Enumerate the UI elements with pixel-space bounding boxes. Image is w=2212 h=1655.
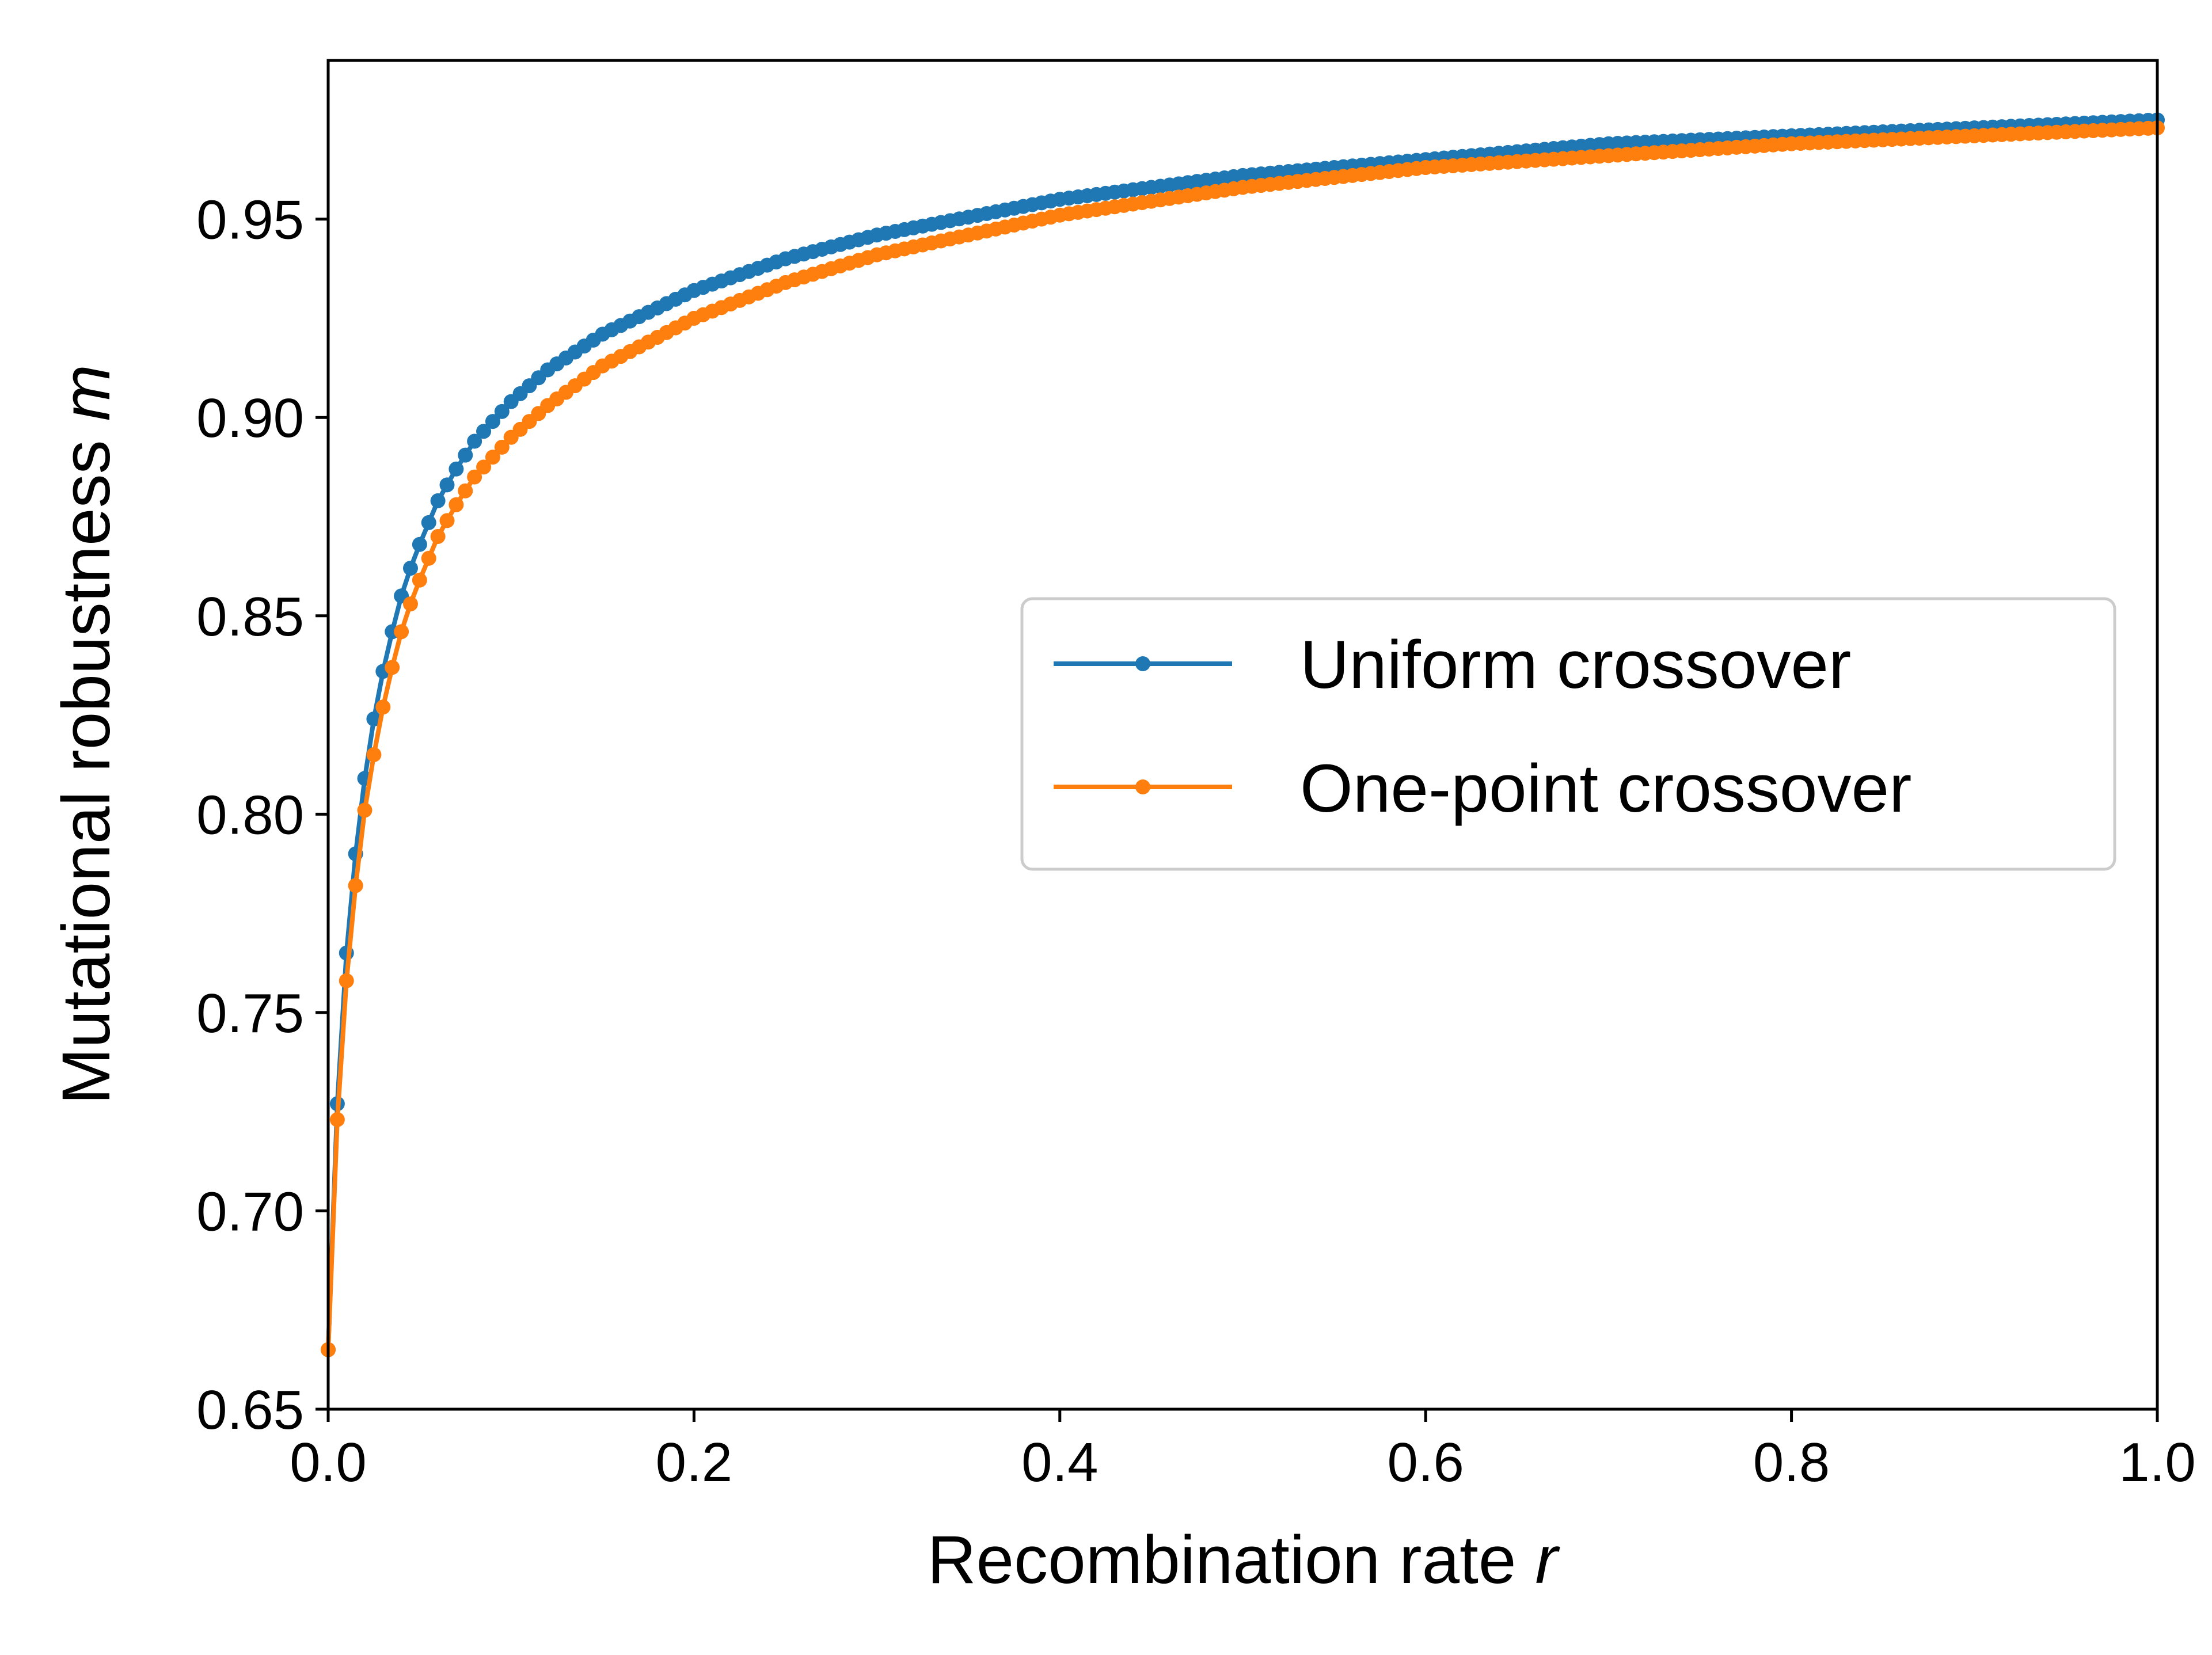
data-point: [476, 424, 492, 439]
data-point: [449, 497, 464, 512]
x-tick-label: 1.0: [2119, 1432, 2195, 1493]
y-tick-label: 0.80: [196, 784, 304, 846]
x-axis-label-variable: r: [1535, 1522, 1560, 1598]
series-uniform-crossover: [321, 112, 2165, 1357]
data-point: [458, 483, 473, 499]
x-tick-label: 0.0: [290, 1432, 366, 1493]
x-axis-label-text: Recombination rate: [927, 1522, 1516, 1598]
y-tick-label: 0.75: [196, 983, 304, 1044]
y-axis-label-variable: m: [48, 364, 124, 421]
data-point: [421, 550, 436, 566]
legend-uniform-label: Uniform crossover: [1300, 627, 1851, 703]
legend: Uniform crossover One-point crossover: [1020, 597, 2116, 871]
data-point: [458, 447, 473, 463]
legend-onepoint-label: One-point crossover: [1300, 751, 1911, 827]
y-tick-label: 0.95: [196, 189, 304, 251]
data-point: [421, 515, 436, 530]
data-point: [357, 802, 373, 818]
data-point: [467, 469, 482, 485]
data-point: [494, 404, 510, 419]
x-axis-label: Recombination rate r: [927, 1522, 1560, 1598]
x-tick-label: 0.8: [1753, 1432, 1830, 1493]
data-point: [348, 878, 363, 893]
x-axis: 0.0 0.2 0.4 0.6 0.8 1.0: [290, 1409, 2196, 1493]
data-point: [366, 711, 382, 726]
data-point: [402, 561, 418, 576]
data-point: [385, 660, 400, 675]
data-point: [375, 699, 391, 715]
x-tick-label: 0.4: [1021, 1432, 1098, 1493]
data-point: [412, 572, 427, 588]
data-point: [412, 537, 427, 552]
data-point: [402, 596, 418, 612]
y-axis: 0.65 0.70 0.75 0.80 0.85 0.90 0.95: [196, 189, 328, 1441]
y-axis-label-text: Mutational robustness: [48, 440, 124, 1104]
legend-onepoint-marker: [1135, 779, 1150, 794]
y-tick-label: 0.85: [196, 586, 304, 648]
y-tick-label: 0.90: [196, 387, 304, 449]
data-point: [394, 624, 409, 640]
data-point: [329, 1112, 345, 1127]
data-point: [485, 414, 500, 429]
series-one-point-crossover: [321, 120, 2165, 1357]
data-point: [430, 493, 446, 508]
series-layer: [321, 112, 2165, 1357]
data-point: [476, 459, 492, 475]
data-point: [494, 439, 510, 455]
data-point: [449, 461, 464, 477]
data-point: [339, 973, 354, 988]
data-point: [439, 513, 455, 528]
x-tick-label: 0.2: [656, 1432, 732, 1493]
y-tick-label: 0.70: [196, 1181, 304, 1242]
plot-frame: [326, 59, 2159, 1411]
y-axis-label: Mutational robustness m: [48, 364, 124, 1105]
data-point: [467, 433, 482, 449]
data-point: [430, 528, 446, 544]
y-tick-label: 0.65: [196, 1379, 304, 1441]
data-point: [439, 477, 455, 493]
x-tick-label: 0.6: [1387, 1432, 1464, 1493]
legend-uniform-marker: [1135, 656, 1150, 671]
data-point: [366, 747, 382, 762]
data-point: [485, 450, 500, 465]
legend-box: [1020, 597, 2116, 871]
